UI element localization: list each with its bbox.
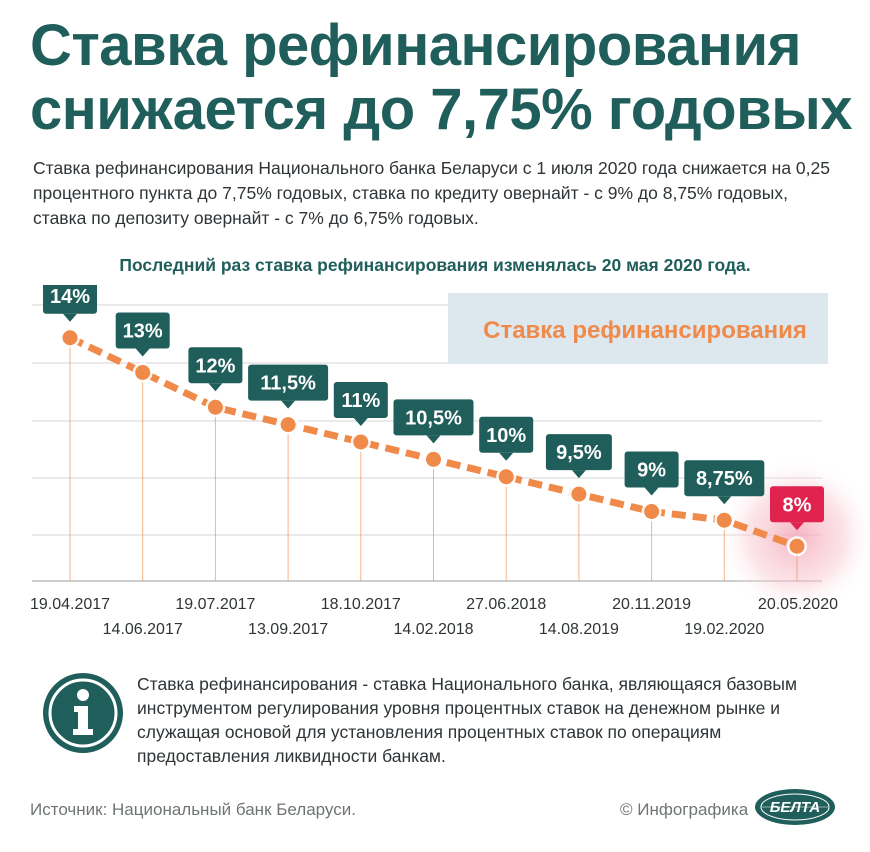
data-point <box>644 504 660 519</box>
data-label-text: 10% <box>486 425 526 447</box>
data-label-pointer <box>63 313 77 322</box>
data-label: 9,5% <box>545 434 612 479</box>
data-label: 11,5% <box>248 364 329 409</box>
legend-label: Ставка рефинансирования <box>483 317 807 344</box>
info-icon <box>43 673 123 753</box>
data-label: 13% <box>115 312 170 357</box>
data-point <box>280 417 296 433</box>
x-tick-label: 20.11.2019 <box>612 596 691 613</box>
data-label-box <box>188 347 243 384</box>
data-point <box>789 538 805 554</box>
intro-text: Ставка рефинансирования Национального ба… <box>33 158 830 228</box>
x-tick-label: 27.06.2018 <box>466 596 546 613</box>
data-label-text: 13% <box>123 321 163 343</box>
source-text: Источник: Национальный банк Беларуси. <box>30 800 356 819</box>
data-label-text: 14% <box>50 286 90 308</box>
data-point <box>571 486 587 502</box>
data-point <box>716 512 732 528</box>
data-label-pointer <box>208 383 223 392</box>
x-tick-label: 19.02.2020 <box>684 621 764 638</box>
data-label-box <box>393 399 474 436</box>
data-label-box <box>624 451 679 488</box>
data-label: 10,5% <box>393 399 474 444</box>
last-change-note: Последний раз ставка рефинансирования из… <box>119 255 751 275</box>
title-line-2: снижается до 7,75% годовых <box>30 77 853 142</box>
refinancing-rate-chart: Ставка рефинансирования 14% 13% 12% 11,5% 11%… <box>30 285 870 638</box>
data-point <box>62 330 78 346</box>
data-label-text: 8,75% <box>696 468 753 490</box>
logo-text: БЕЛТА <box>770 799 821 816</box>
title-line-1: Ставка рефинансирования <box>30 13 801 78</box>
data-point <box>498 469 514 485</box>
data-label-pointer <box>353 418 368 426</box>
data-label: 8,75% <box>684 460 765 505</box>
data-label: 12% <box>188 347 243 392</box>
data-label-pointer <box>717 496 732 505</box>
info-text: Ставка рефинансирования - ставка Национа… <box>137 674 797 766</box>
data-point <box>207 399 223 415</box>
data-label-box <box>479 416 534 453</box>
data-label-pointer <box>426 435 441 444</box>
data-label-text: 12% <box>195 355 235 377</box>
data-label-text: 11,5% <box>260 373 316 395</box>
chart-legend: Ставка рефинансирования <box>448 293 828 364</box>
data-label-pointer <box>571 470 586 479</box>
data-point <box>426 451 441 467</box>
x-tick-label: 20.05.2020 <box>758 596 838 613</box>
data-label: 14% <box>43 285 97 322</box>
data-point <box>353 434 369 450</box>
x-tick-label: 13.09.2017 <box>248 621 328 638</box>
x-tick-label: 14.08.2019 <box>539 621 619 638</box>
data-label-pointer <box>499 452 514 461</box>
data-label-text: 11% <box>341 390 380 412</box>
data-label-box <box>115 312 170 349</box>
highlight-glow <box>717 456 870 617</box>
x-tick-label: 14.06.2017 <box>103 621 183 638</box>
data-label-pointer <box>281 400 296 409</box>
data-label-pointer <box>644 487 659 496</box>
x-tick-label: 14.02.2018 <box>393 621 473 638</box>
data-label: 11% <box>333 382 388 426</box>
data-label-text: 10,5% <box>405 407 462 429</box>
data-label: 9% <box>624 451 679 496</box>
data-label-box <box>43 285 97 314</box>
data-point <box>135 365 151 380</box>
data-label-box <box>333 382 388 418</box>
page-title: Ставка рефинансирования снижается до 7,7… <box>30 14 860 142</box>
data-label-text: 8% <box>783 494 812 516</box>
data-label-text: 9,5% <box>556 442 602 464</box>
x-tick-label: 18.10.2017 <box>321 596 401 613</box>
data-label-pointer <box>135 348 150 357</box>
data-label-pointer <box>790 522 804 531</box>
belta-logo: БЕЛТА <box>755 789 835 825</box>
copyright-text: © Инфографика <box>620 800 749 819</box>
data-label-box <box>545 434 612 471</box>
x-tick-label: 19.07.2017 <box>175 596 255 613</box>
x-tick-label: 19.04.2017 <box>30 596 110 613</box>
legend-box <box>448 293 828 364</box>
data-label: 10% <box>479 416 534 461</box>
data-label-box <box>248 364 329 401</box>
data-label-box <box>770 486 824 523</box>
data-label-box <box>684 460 765 497</box>
data-label: 8% <box>770 486 824 531</box>
data-label-text: 9% <box>637 460 666 482</box>
